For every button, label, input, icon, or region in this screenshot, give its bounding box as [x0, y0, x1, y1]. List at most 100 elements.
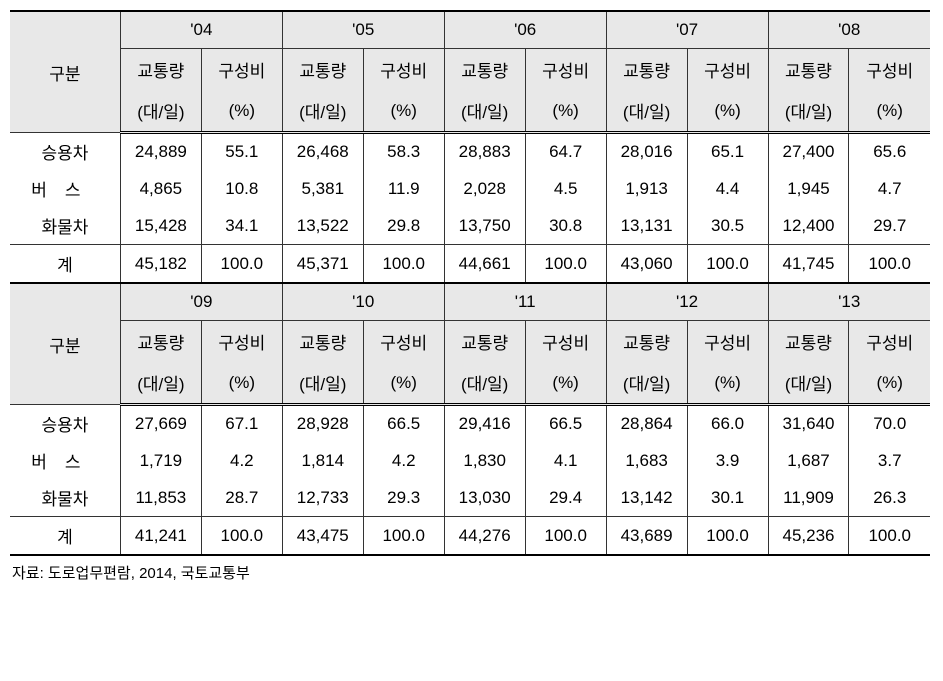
ratio-header: 구성비: [363, 49, 444, 91]
cell: 100.0: [687, 245, 768, 284]
cell: 100.0: [201, 517, 282, 556]
cell: 13,030: [444, 479, 525, 517]
cell: 24,889: [120, 133, 201, 171]
ratio-unit: (%): [525, 90, 606, 133]
cell: 31,640: [768, 405, 849, 443]
cell: 28,864: [606, 405, 687, 443]
ratio-unit: (%): [849, 362, 930, 405]
ratio-header: 구성비: [525, 49, 606, 91]
cell: 27,400: [768, 133, 849, 171]
ratio-header: 구성비: [687, 321, 768, 363]
traffic-header: 교통량: [282, 321, 363, 363]
traffic-unit: (대/일): [606, 362, 687, 405]
ratio-unit: (%): [687, 90, 768, 133]
cell: 66.5: [363, 405, 444, 443]
cell: 43,689: [606, 517, 687, 556]
cell: 11.9: [363, 170, 444, 207]
cell: 43,060: [606, 245, 687, 284]
traffic-unit: (대/일): [768, 90, 849, 133]
traffic-unit: (대/일): [444, 90, 525, 133]
traffic-unit: (대/일): [282, 90, 363, 133]
traffic-unit: (대/일): [282, 362, 363, 405]
ratio-header: 구성비: [363, 321, 444, 363]
table-row-total-top: 계 45,182 100.0 45,371 100.0 44,661 100.0…: [10, 245, 930, 284]
ratio-unit: (%): [201, 90, 282, 133]
year-header: '08: [768, 11, 930, 49]
traffic-unit: (대/일): [120, 90, 201, 133]
cell: 13,142: [606, 479, 687, 517]
year-header: '13: [768, 283, 930, 321]
metric-header-row-bottom: 교통량 구성비 교통량 구성비 교통량 구성비 교통량 구성비 교통량 구성비: [10, 321, 930, 363]
ratio-unit: (%): [687, 362, 768, 405]
cell: 26,468: [282, 133, 363, 171]
cell: 13,522: [282, 207, 363, 245]
cell: 34.1: [201, 207, 282, 245]
year-header-row-top: 구분 '04 '05 '06 '07 '08: [10, 11, 930, 49]
cell: 45,236: [768, 517, 849, 556]
ratio-unit: (%): [363, 362, 444, 405]
table-row-bus-top: 버스 4,865 10.8 5,381 11.9 2,028 4.5 1,913…: [10, 170, 930, 207]
table-row-bus-bottom: 버스 1,719 4.2 1,814 4.2 1,830 4.1 1,683 3…: [10, 442, 930, 479]
cell: 15,428: [120, 207, 201, 245]
traffic-table: 구분 '04 '05 '06 '07 '08 교통량 구성비 교통량 구성비 교…: [10, 10, 930, 556]
cell: 100.0: [363, 517, 444, 556]
category-header: 구분: [10, 11, 120, 133]
cell: 11,853: [120, 479, 201, 517]
cell: 29,416: [444, 405, 525, 443]
cell: 30.1: [687, 479, 768, 517]
table-row-truck-bottom: 화물차 11,853 28.7 12,733 29.3 13,030 29.4 …: [10, 479, 930, 517]
traffic-header: 교통량: [120, 49, 201, 91]
cell: 65.1: [687, 133, 768, 171]
cell: 28,883: [444, 133, 525, 171]
cell: 100.0: [201, 245, 282, 284]
traffic-header: 교통량: [606, 49, 687, 91]
row-label-total: 계: [10, 517, 120, 556]
cell: 4.1: [525, 442, 606, 479]
source-note: 자료: 도로업무편람, 2014, 국토교통부: [10, 562, 930, 583]
category-header: 구분: [10, 283, 120, 405]
cell: 70.0: [849, 405, 930, 443]
year-header: '11: [444, 283, 606, 321]
cell: 12,733: [282, 479, 363, 517]
ratio-unit: (%): [525, 362, 606, 405]
row-label-total: 계: [10, 245, 120, 284]
cell: 2,028: [444, 170, 525, 207]
cell: 11,909: [768, 479, 849, 517]
cell: 5,381: [282, 170, 363, 207]
year-header: '12: [606, 283, 768, 321]
cell: 100.0: [687, 517, 768, 556]
traffic-header: 교통량: [606, 321, 687, 363]
row-label-car: 승용차: [10, 133, 120, 171]
year-header: '06: [444, 11, 606, 49]
row-label-truck: 화물차: [10, 207, 120, 245]
cell: 1,913: [606, 170, 687, 207]
unit-header-row-bottom: (대/일) (%) (대/일) (%) (대/일) (%) (대/일) (%) …: [10, 362, 930, 405]
cell: 45,182: [120, 245, 201, 284]
year-header: '04: [120, 11, 282, 49]
year-header: '10: [282, 283, 444, 321]
cell: 26.3: [849, 479, 930, 517]
cell: 45,371: [282, 245, 363, 284]
cell: 64.7: [525, 133, 606, 171]
cell: 1,683: [606, 442, 687, 479]
traffic-header: 교통량: [120, 321, 201, 363]
ratio-header: 구성비: [201, 49, 282, 91]
cell: 29.4: [525, 479, 606, 517]
cell: 1,719: [120, 442, 201, 479]
cell: 13,131: [606, 207, 687, 245]
cell: 3.9: [687, 442, 768, 479]
ratio-header: 구성비: [849, 321, 930, 363]
table-row-total-bottom: 계 41,241 100.0 43,475 100.0 44,276 100.0…: [10, 517, 930, 556]
cell: 66.5: [525, 405, 606, 443]
traffic-unit: (대/일): [768, 362, 849, 405]
cell: 30.5: [687, 207, 768, 245]
traffic-unit: (대/일): [606, 90, 687, 133]
cell: 4.7: [849, 170, 930, 207]
traffic-unit: (대/일): [120, 362, 201, 405]
cell: 67.1: [201, 405, 282, 443]
ratio-header: 구성비: [201, 321, 282, 363]
traffic-header: 교통량: [282, 49, 363, 91]
cell: 55.1: [201, 133, 282, 171]
year-header: '09: [120, 283, 282, 321]
table-row-truck-top: 화물차 15,428 34.1 13,522 29.8 13,750 30.8 …: [10, 207, 930, 245]
